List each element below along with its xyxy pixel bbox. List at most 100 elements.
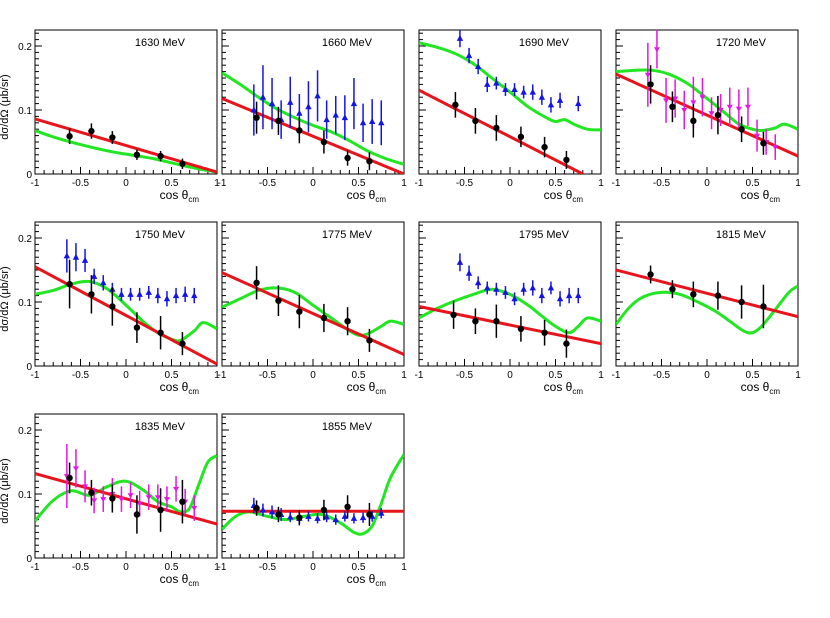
black-data-point (344, 503, 351, 510)
panel-8: -1 -0.5 0 0.5 1 0 0.1 0.2 dσ/dΩ (μb/sr) cos θcm 18… (0, 413, 220, 588)
x-tick-label: 0 (507, 370, 513, 381)
x-tick-label: 0 (123, 178, 129, 189)
y-tick-label: 0.2 (18, 42, 32, 53)
black-data-point (714, 292, 722, 299)
panel-title: 1720 MeV (716, 37, 767, 49)
magenta-data-point (681, 108, 688, 113)
magenta-data-point (744, 104, 751, 110)
plot-frame (615, 29, 799, 175)
black-data-point (157, 506, 164, 514)
x-tick-label: 0 (704, 178, 710, 189)
magenta-data-point (136, 501, 143, 507)
magenta-data-point (644, 72, 651, 78)
black-data-point (109, 134, 116, 141)
green-model-curve (222, 71, 404, 166)
plot-frame (34, 29, 218, 175)
green-model-curve (419, 41, 601, 132)
plot-frame (34, 413, 218, 559)
blue-data-point (118, 290, 125, 297)
plot-area (222, 266, 404, 356)
x-axis-label: cos θcm (160, 188, 200, 204)
x-tick-label: 0 (704, 370, 710, 381)
blue-data-point (341, 114, 349, 121)
x-tick-label: -0.5 (456, 370, 474, 381)
black-data-point (517, 133, 525, 141)
black-data-point (472, 318, 479, 325)
blue-data-point (547, 284, 555, 291)
red-fit-line (222, 271, 404, 356)
blue-data-point (465, 269, 473, 276)
black-data-point (517, 325, 525, 333)
x-tick-label: 1 (214, 370, 220, 381)
x-tick-label: 0 (123, 562, 129, 573)
magenta-data-point (653, 47, 660, 53)
x-tick-label: -0.5 (259, 370, 277, 381)
y-tick-label: 0.1 (18, 490, 32, 501)
black-data-point (179, 498, 186, 505)
panel-9: -1 -0.5 0 0.5 1 cos θcm 1855 MeV (218, 413, 407, 588)
blue-data-point (332, 111, 339, 118)
black-data-point (275, 297, 282, 304)
panel-1: -1 -0.5 0 0.5 1 cos θcm 1660 MeV (218, 29, 407, 204)
black-data-point (760, 303, 767, 310)
panel-0: -1 -0.5 0 0.5 1 0 0.1 0.2 dσ/dΩ (μb/sr) cos θcm 16… (0, 29, 220, 204)
x-axis-label: cos θcm (544, 188, 584, 204)
blue-data-point (250, 106, 258, 113)
x-tick-label: 1 (401, 178, 407, 189)
blue-data-point (63, 252, 71, 259)
x-tick-label: -1 (612, 370, 621, 381)
magenta-data-point (100, 497, 107, 503)
black-data-point (690, 117, 697, 125)
x-axis-label-sub: cm (375, 579, 386, 588)
x-axis-label: cos θcm (544, 380, 584, 396)
x-axis-label-main: cos θ (160, 380, 189, 394)
black-data-point (366, 337, 373, 344)
x-axis-label-sub: cm (188, 579, 199, 588)
x-tick-label: -1 (31, 178, 40, 189)
y-tick-label: 0.1 (18, 298, 32, 309)
blue-data-point (529, 284, 536, 291)
green-model-curve (35, 129, 217, 174)
x-tick-label: 0 (310, 370, 316, 381)
blue-data-point (547, 101, 555, 108)
plot-frame (221, 29, 405, 175)
black-data-point (253, 114, 260, 121)
black-data-point (738, 126, 745, 133)
blue-data-point (172, 292, 180, 299)
x-tick-label: -1 (218, 562, 227, 573)
black-data-point (366, 511, 373, 518)
black-data-point (493, 318, 500, 325)
x-tick-label: -0.5 (653, 370, 671, 381)
x-tick-label: -1 (31, 370, 40, 381)
blue-data-point (456, 258, 464, 265)
x-tick-label: 0.5 (352, 178, 366, 189)
x-tick-label: -1 (31, 562, 40, 573)
black-data-point (109, 495, 116, 502)
panel-7: -1 -0.5 0 0.5 1 cos θcm 1815 MeV (612, 221, 801, 396)
x-tick-label: -0.5 (72, 562, 90, 573)
x-tick-label: -0.5 (72, 370, 90, 381)
black-data-point (563, 156, 570, 164)
x-axis-label-main: cos θ (741, 380, 770, 394)
black-data-point (296, 127, 303, 134)
x-tick-label: -0.5 (259, 178, 277, 189)
magenta-data-point (127, 493, 134, 499)
black-data-point (669, 286, 676, 293)
blue-data-point (127, 290, 134, 297)
green-model-curve (35, 279, 217, 343)
red-fit-line (222, 97, 404, 174)
black-data-point (647, 271, 654, 278)
blue-data-point (259, 93, 267, 100)
blue-data-point (493, 79, 500, 86)
blue-data-point (314, 92, 321, 99)
blue-data-point (323, 116, 330, 123)
x-tick-label: 0.5 (352, 370, 366, 381)
x-tick-label: 0.5 (746, 370, 760, 381)
plot-area (35, 444, 217, 534)
magenta-data-point (708, 111, 715, 117)
x-axis-label: cos θcm (347, 380, 387, 396)
black-data-point (344, 154, 351, 162)
panel-title: 1630 MeV (135, 37, 186, 49)
magenta-data-point (690, 100, 697, 106)
black-data-point (157, 152, 164, 160)
